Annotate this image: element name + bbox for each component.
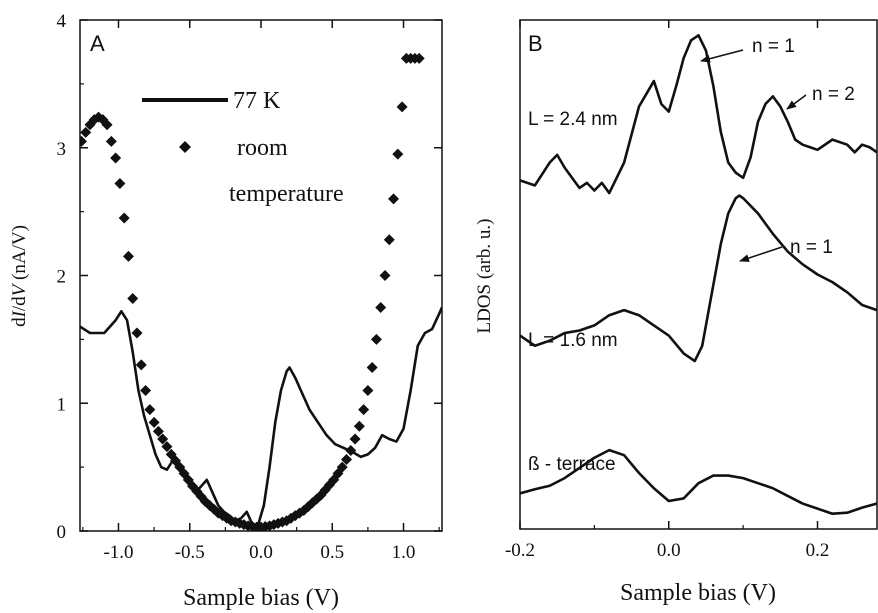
legend-diamond-swatch [179,141,191,153]
ylabel-i: I [9,309,30,318]
room-temp-point [140,384,152,396]
room-temp-point [388,193,400,205]
panel-a-legend: 77 K room temperature [142,88,344,207]
room-temp-point [80,135,87,147]
series-terrace-line [520,448,877,516]
room-temp-point [135,359,147,371]
room-temp-point [114,178,126,190]
y-tick-label: 2 [57,267,67,288]
ylabel-unit: (nA/V) [9,225,30,285]
ylabel-d: d [9,317,30,327]
panel-a-chart: -1.0 -0.5 0.0 0.5 1.0 0 1 2 3 4 A 77 K room temp… [9,11,443,611]
x-tick-label: 0.0 [249,542,273,563]
room-temp-point [336,461,348,473]
legend-77k-label: 77 K [233,88,281,114]
annotation-n1-top: n = 1 [700,36,795,63]
annotation-text: n = 2 [812,84,855,105]
room-temp-point [101,119,113,131]
room-temp-point [392,148,404,160]
room-temp-point [345,445,357,457]
x-tick-label: 1.0 [392,542,416,563]
room-temp-point [362,384,374,396]
room-temp-point [413,52,425,64]
room-temp-point [148,416,160,428]
annotation-n2: n = 2 [786,84,855,110]
panel-a-label: A [90,31,105,56]
annotation-text: n = 1 [752,36,795,57]
y-tick-label: 0 [57,522,67,543]
ylabel-slash-d: /d [9,296,30,311]
room-temp-point [157,433,169,445]
x-tick-label: 0.2 [806,540,830,561]
panel-a-y-axis-label: dI/dV (nA/V) [9,225,30,327]
room-temp-point [375,301,387,313]
panel-b-y-axis-label: LDOS (arb. u.) [474,218,495,333]
room-temp-point [341,453,353,465]
x-tick-label: 0.0 [657,540,681,561]
room-temp-point [383,234,395,246]
annotation-arrow [739,246,783,262]
panel-b-frame [519,19,878,530]
room-temp-point [122,250,134,262]
panel-a-x-ticks: -1.0 -0.5 0.0 0.5 1.0 [82,20,440,563]
legend-temperature-label: temperature [229,181,344,207]
room-temp-point [144,404,156,416]
panel-b-label: B [528,31,543,56]
room-temp-point [396,101,408,113]
room-temp-point [105,135,117,147]
panel-b-x-ticks: -0.2 0.0 0.2 [505,20,829,561]
room-temp-point [152,425,164,437]
annotation-arrow [786,94,807,110]
panel-b-plot-area [520,33,877,516]
room-temp-point [379,270,391,281]
ylabel-v: V [9,282,30,296]
room-temp-point [131,327,143,339]
panel-a-plot-area [80,52,442,531]
legend-room-label: room [237,135,288,161]
room-temp-point [366,361,378,373]
room-temp-point [370,333,382,345]
room-temp-point [353,420,365,432]
annotation-text: n = 1 [790,237,833,258]
series-77k-line [80,306,442,526]
series-label-l16: L = 1.6 nm [528,330,618,351]
x-tick-label: -0.5 [175,542,205,563]
room-temp-point [161,441,173,453]
series-label-terrace: ß - terrace [528,454,616,475]
panel-a-x-axis-label: Sample bias (V) [183,585,339,611]
y-tick-label: 4 [57,11,67,32]
panel-b-chart: -0.2 0.0 0.2 B L = 2.4 nm L = 1.6 nm ß - t… [474,19,878,606]
room-temp-point [118,212,130,224]
y-tick-label: 3 [57,139,67,160]
series-label-l24: L = 2.4 nm [528,109,618,130]
y-tick-label: 1 [57,394,67,415]
room-temp-point [358,404,370,416]
room-temp-point [349,433,361,445]
room-temp-point [289,510,301,522]
room-temp-point [110,152,122,164]
room-temp-point [127,292,139,304]
series-l24-line [520,33,877,195]
annotation-arrow [700,49,744,63]
x-tick-label: -0.2 [505,540,535,561]
series-l16-line [520,194,877,363]
panel-b-x-axis-label: Sample bias (V) [620,580,776,606]
panel-a-y-ticks: 0 1 2 3 4 [57,11,442,543]
x-tick-label: 0.5 [320,542,344,563]
x-tick-label: -1.0 [103,542,133,563]
room-temp-point [80,126,92,138]
annotation-n1-mid: n = 1 [739,237,833,262]
